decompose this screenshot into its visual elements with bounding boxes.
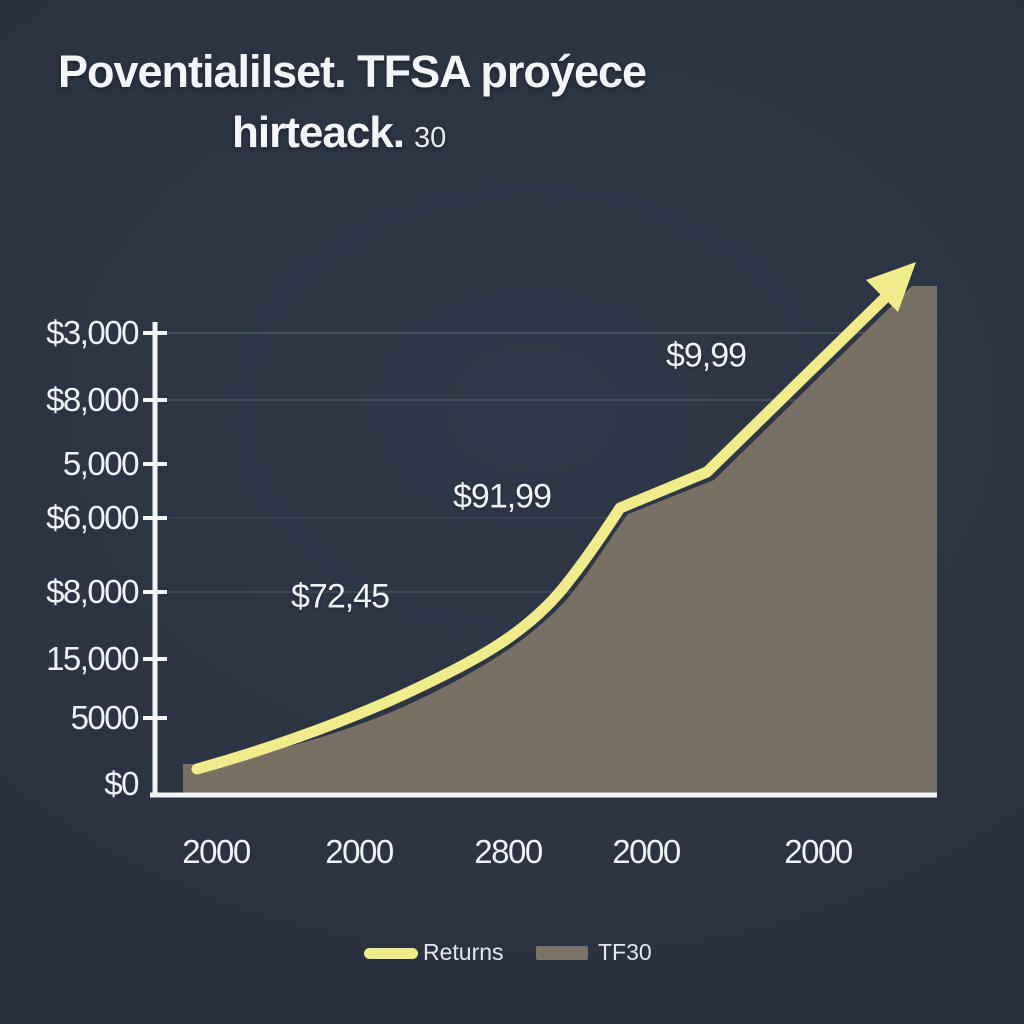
y-axis-label: 5,000 [62,445,140,482]
chart-subtitle-main: hirteack. [232,108,405,157]
y-axis-label: $8,000 [46,381,139,418]
y-axis-label: $0 [104,765,139,802]
y-axis-label: $6,000 [46,499,139,536]
x-axis-label: 2000 [325,833,394,870]
x-axis-label: 2800 [474,833,543,870]
annotation-label: $91,99 [453,477,552,516]
y-axis-label: $8,000 [46,573,139,610]
returns-line [191,281,902,775]
y-axis-label: 5000 [70,699,140,736]
trend-arrow-icon [866,262,916,312]
chart-title: Poventialilset. TFSA proýece [58,46,647,97]
chart-subtitle: hirteack. 30 [232,108,446,158]
annotation-label: $72,45 [291,577,390,616]
chart-subtitle-suffix: 30 [413,122,447,154]
annotation-label: $9,99 [665,336,747,375]
y-axis-label: $3,000 [46,314,139,351]
x-axis-label: 2000 [784,833,853,870]
tf30-area [183,286,937,796]
y-axis-label: 15,000 [46,640,139,677]
x-axis-label: 2000 [182,833,251,870]
x-axis-label: 2000 [612,833,681,870]
